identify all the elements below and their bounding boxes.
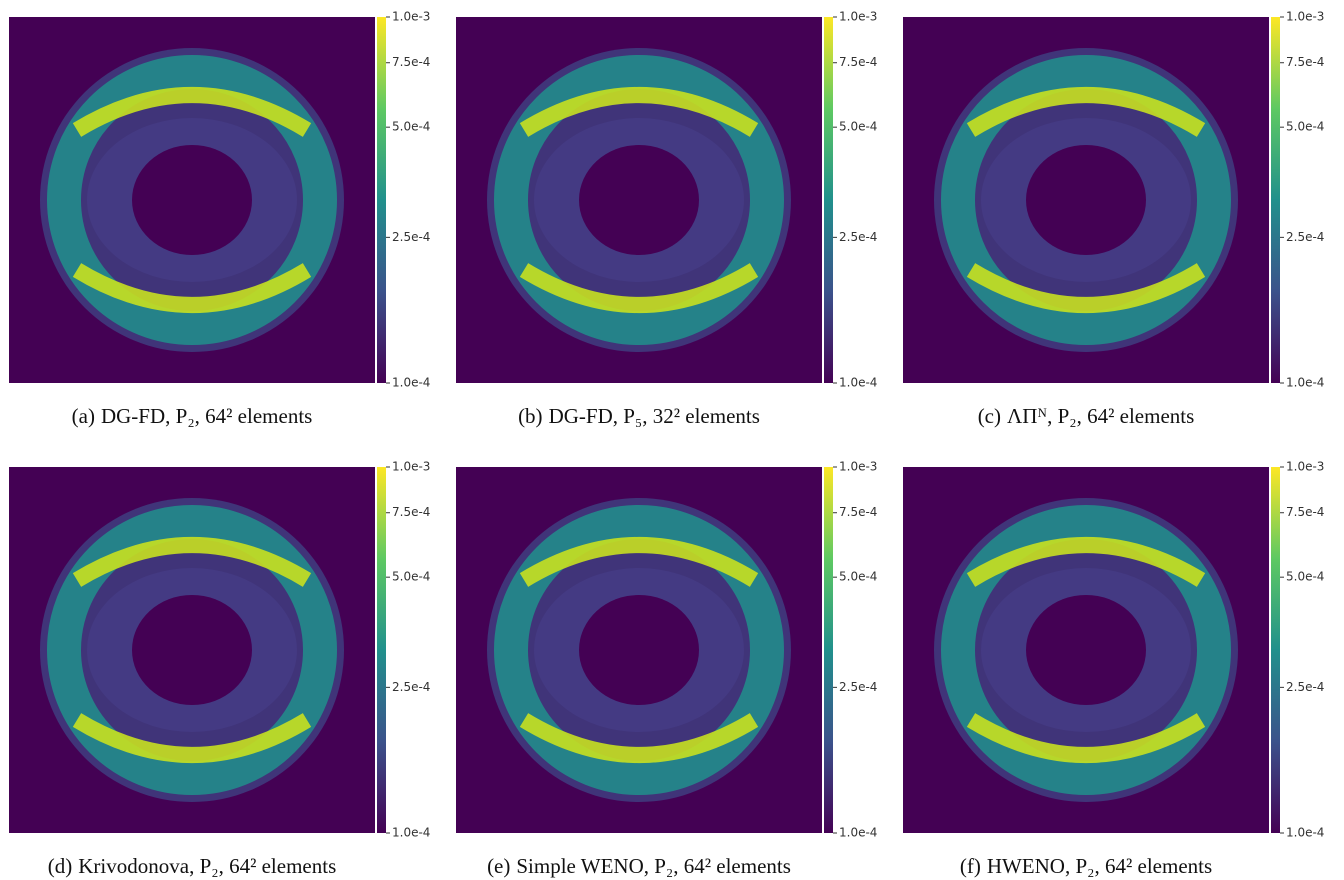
caption-text: HWENO, P₂, 64² elements — [987, 854, 1212, 878]
panel: 1.0e-3 7.5e-4 5.0e-4 2.5e-4 1.0e-4 (f) HWENO, … — [903, 460, 1324, 879]
caption-text: DG-FD, P₅, 32² elements — [549, 404, 760, 428]
core — [579, 595, 699, 705]
colorbar-tick-label: 5.0e-4 — [839, 570, 877, 584]
panel: 1.0e-3 7.5e-4 5.0e-4 2.5e-4 1.0e-4 (c) ΛΠᴺ, P₂… — [903, 10, 1324, 429]
colorbar-tick-label: 5.0e-4 — [392, 570, 430, 584]
caption-text: ΛΠᴺ, P₂, 64² elements — [1007, 404, 1194, 428]
colorbar-tick-label: 5.0e-4 — [839, 120, 877, 134]
colorbar — [1271, 467, 1280, 833]
colorbar-tick-label: 1.0e-4 — [392, 376, 430, 390]
panel-caption: (a) DG-FD, P₂, 64² elements — [72, 404, 313, 428]
caption-text: DG-FD, P₂, 64² elements — [101, 404, 312, 428]
caption-text: Simple WENO, P₂, 64² elements — [516, 854, 791, 878]
colorbar-tick-label: 1.0e-3 — [392, 460, 430, 474]
core — [132, 595, 252, 705]
panel-label: (b) — [518, 404, 543, 428]
colorbar-tick-label: 1.0e-4 — [1286, 826, 1324, 840]
panel-label: (a) — [72, 404, 95, 428]
colorbar-tick-label: 1.0e-3 — [839, 10, 877, 24]
core — [132, 145, 252, 255]
panel-caption: (f) HWENO, P₂, 64² elements — [960, 854, 1212, 878]
colorbar-tick-label: 1.0e-3 — [1286, 10, 1324, 24]
panel: 1.0e-3 7.5e-4 5.0e-4 2.5e-4 1.0e-4 (d)Krivodo… — [9, 460, 430, 879]
panel: 1.0e-3 7.5e-4 5.0e-4 2.5e-4 1.0e-4 (e) Simple … — [456, 460, 877, 879]
panel-label: (c) — [978, 404, 1001, 428]
colorbar-tick-label: 7.5e-4 — [839, 505, 877, 519]
core — [579, 145, 699, 255]
colorbar-tick-label: 2.5e-4 — [839, 680, 877, 694]
colorbar-tick-label: 5.0e-4 — [1286, 120, 1324, 134]
core — [1026, 595, 1146, 705]
colorbar-tick-label: 1.0e-4 — [839, 376, 877, 390]
panel-label: (e) — [487, 854, 510, 878]
panel-caption: (b)DG-FD, P₅, 32² elements — [518, 404, 760, 428]
panel-caption: (c) ΛΠᴺ, P₂, 64² elements — [978, 404, 1195, 428]
colorbar-tick-label: 1.0e-3 — [1286, 460, 1324, 474]
figure: 1.0e-3 7.5e-4 5.0e-4 2.5e-4 1.0e-4 (a) DG-FD, … — [0, 0, 1344, 880]
panel: 1.0e-3 7.5e-4 5.0e-4 2.5e-4 1.0e-4 (a) DG-FD, … — [9, 10, 430, 429]
colorbar-tick-label: 5.0e-4 — [1286, 570, 1324, 584]
colorbar-tick-label: 2.5e-4 — [1286, 680, 1324, 694]
colorbar-tick-label: 7.5e-4 — [1286, 505, 1324, 519]
colorbar — [824, 467, 833, 833]
colorbar — [824, 17, 833, 383]
colorbar-tick-label: 2.5e-4 — [1286, 230, 1324, 244]
panel-caption: (e) Simple WENO, P₂, 64² elements — [487, 854, 791, 878]
colorbar-tick-label: 1.0e-3 — [392, 10, 430, 24]
colorbar — [1271, 17, 1280, 383]
colorbar-tick-label: 7.5e-4 — [839, 55, 877, 69]
caption-text: Krivodonova, P₂, 64² elements — [78, 854, 336, 878]
colorbar-tick-label: 2.5e-4 — [392, 230, 430, 244]
panel-label: (f) — [960, 854, 981, 878]
colorbar-tick-label: 7.5e-4 — [392, 505, 430, 519]
colorbar-tick-label: 7.5e-4 — [1286, 55, 1324, 69]
colorbar-tick-label: 1.0e-4 — [839, 826, 877, 840]
panel-label: (d) — [48, 854, 73, 878]
core — [1026, 145, 1146, 255]
colorbar-tick-label: 5.0e-4 — [392, 120, 430, 134]
colorbar-tick-label: 1.0e-4 — [1286, 376, 1324, 390]
panel: 1.0e-3 7.5e-4 5.0e-4 2.5e-4 1.0e-4 (b)DG-FD, … — [456, 10, 877, 429]
colorbar-tick-label: 1.0e-3 — [839, 460, 877, 474]
colorbar — [377, 17, 386, 383]
colorbar-tick-label: 7.5e-4 — [392, 55, 430, 69]
colorbar-tick-label: 2.5e-4 — [392, 680, 430, 694]
colorbar-tick-label: 2.5e-4 — [839, 230, 877, 244]
colorbar — [377, 467, 386, 833]
panel-caption: (d)Krivodonova, P₂, 64² elements — [48, 854, 337, 878]
colorbar-tick-label: 1.0e-4 — [392, 826, 430, 840]
